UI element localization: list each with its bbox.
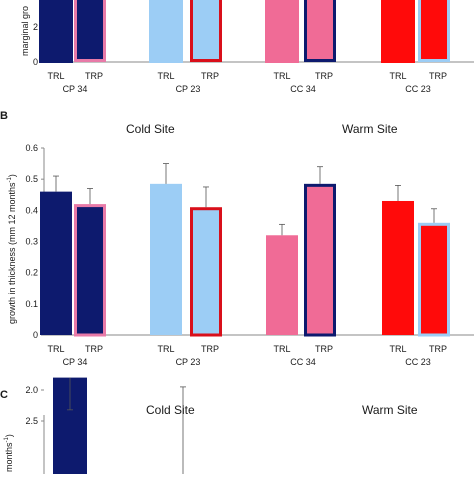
panel-a-bar-trp <box>418 0 450 62</box>
panel-b-bar-trp <box>190 207 222 337</box>
panel-c-y-tick-label: 2.5 <box>25 416 38 426</box>
panel-b-x-tick-label: TRL <box>157 344 174 354</box>
panel-a-x-tick-label: TRL <box>273 71 290 81</box>
panel-b-warm-site-title: Warm Site <box>342 122 398 136</box>
panel-b-ylabel-sup: -1 <box>7 177 13 183</box>
panel-b-x-tick-label: TRP <box>315 344 333 354</box>
panel-a-bar-trp <box>74 0 106 62</box>
panel-c-y-tick-label: 2.0 <box>25 385 38 395</box>
panel-c-warm-site-title: Warm Site <box>362 403 418 417</box>
panel-b-group-label: CC 23 <box>405 357 431 367</box>
panel-b-group-label: CC 34 <box>290 357 316 367</box>
panel-a-y-tick-label: 2 <box>33 22 38 32</box>
panel-b-bar-trp <box>304 183 336 337</box>
panel-b-x-tick-label: TRL <box>273 344 290 354</box>
panel-a-bar-trp <box>304 0 336 62</box>
panel-b-ylabel-close: ) <box>7 174 17 178</box>
panel-a-bar-trp <box>190 0 222 62</box>
panel-a-bar-trl <box>149 0 183 63</box>
panel-a-group-label: CP 34 <box>63 84 88 94</box>
panel-b-y-tick-label: 0.1 <box>25 299 38 309</box>
panel-a-x-tick-label: TRL <box>157 71 174 81</box>
panel-c-cold-site-title: Cold Site <box>146 403 195 417</box>
panel-b-ylabel: growth in thickness (mm 12 months-1) <box>7 174 19 324</box>
panel-b-y-tick-label: 0.6 <box>25 143 38 153</box>
panel-b-y-tick-label: 0.4 <box>25 205 38 215</box>
panel-c-ylabel: months-1) <box>4 412 16 472</box>
panel-a-group-label: CC 34 <box>290 84 316 94</box>
panel-a-x-tick-label: TRP <box>429 71 447 81</box>
panel-b-y-tick-label: 0.3 <box>25 237 38 247</box>
panel-a-x-tick-label: TRP <box>85 71 103 81</box>
panel-a-x-tick-label: TRL <box>389 71 406 81</box>
panel-b-ylabel-text: growth in thickness (mm 12 months <box>7 182 17 324</box>
panel-b-bar-trl <box>150 183 182 335</box>
panel-a-ylabel: marginal gro <box>20 5 30 56</box>
panel-c-ylabel-text: months <box>4 442 14 472</box>
panel-a-x-tick-label: TRL <box>47 71 64 81</box>
panel-a-x-tick-label: TRP <box>201 71 219 81</box>
panel-b-x-tick-label: TRL <box>389 344 406 354</box>
panel-b-y-tick-label: 0.2 <box>25 268 38 278</box>
panel-b-y-tick-label: 0 <box>33 330 38 340</box>
panel-b-group-label: CP 34 <box>63 357 88 367</box>
panel-a-y-tick-label: 0 <box>33 57 38 67</box>
panel-b-letter: B <box>0 110 8 122</box>
panel-a-bar-trl <box>265 0 299 63</box>
panel-b-x-tick-label: TRP <box>429 344 447 354</box>
panel-b-x-tick-label: TRL <box>47 344 64 354</box>
panel-c-letter: C <box>0 389 8 401</box>
panel-b-bar-trl <box>40 191 72 335</box>
panel-b-bar-trp <box>418 222 450 337</box>
panel-c-ylabel-sup: -1 <box>4 437 10 443</box>
panel-a-bar-trl <box>381 0 415 63</box>
panel-a-group-label: CP 23 <box>176 84 201 94</box>
panel-b-y-tick-label: 0.5 <box>25 174 38 184</box>
panel-b-cold-site-title: Cold Site <box>126 122 175 136</box>
panel-b-bar-trl <box>266 235 298 335</box>
panel-b-bar-trp <box>74 204 106 337</box>
panel-a-group-label: CC 23 <box>405 84 431 94</box>
panel-b-x-tick-label: TRP <box>85 344 103 354</box>
panel-a-x-tick-label: TRP <box>315 71 333 81</box>
panel-c-ylabel-close: ) <box>4 434 14 438</box>
panel-a-bar-trl <box>39 0 73 63</box>
panel-b-bar-trl <box>382 200 414 335</box>
panel-b-group-label: CP 23 <box>176 357 201 367</box>
panel-b-x-tick-label: TRP <box>201 344 219 354</box>
